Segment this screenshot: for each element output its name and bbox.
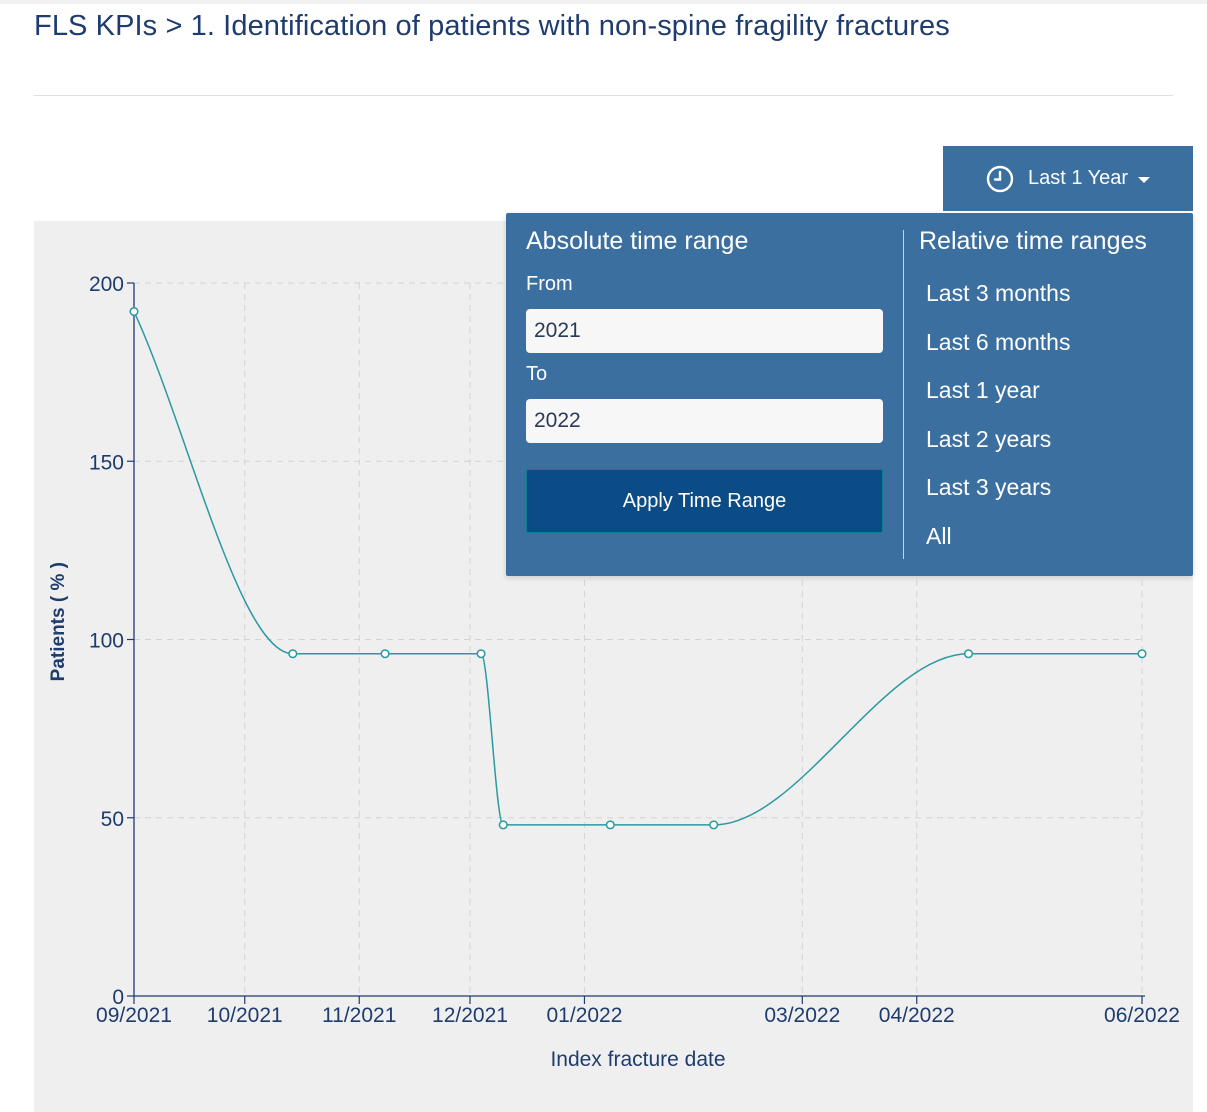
data-point [380,649,390,659]
x-tick-label: 04/2022 [879,1004,955,1027]
relative-option-last-1-year[interactable]: Last 1 year [926,377,1040,403]
y-axis-title: Patients ( % ) [48,562,69,681]
header-divider [34,95,1173,96]
time-range-label: Last 1 Year [1027,167,1129,189]
dropdown-divider [903,230,904,559]
line-chart: 0 50 100 150 200 09/2021 10/2021 11/2021 12/2021… [48,273,1180,1071]
absolute-range-heading: Absolute time range [526,227,749,255]
y-tick-label: 50 [101,808,124,831]
data-point [709,820,719,830]
to-label: To [526,363,548,385]
data-point [476,649,486,659]
from-label: From [526,273,573,295]
y-tick-label: 0 [112,986,124,1009]
data-point [288,649,298,659]
from-input[interactable] [526,309,883,353]
clock-icon [986,165,1014,193]
time-range-dropdown: Absolute time range From To Apply Time R… [506,213,1193,576]
x-tick-label: 09/2021 [96,1004,172,1027]
relative-option-last-3-years[interactable]: Last 3 years [926,474,1052,500]
apply-time-range-button[interactable]: Apply Time Range [526,469,883,533]
relative-option-last-2-years[interactable]: Last 2 years [926,425,1052,452]
data-point [1137,649,1147,659]
caret-down-icon [1138,176,1151,183]
relative-ranges-heading: Relative time ranges [919,227,1147,255]
x-tick-label: 10/2021 [207,1004,283,1027]
data-point [605,820,615,830]
y-tick-label: 150 [89,451,124,474]
y-tick-label: 200 [89,273,124,296]
time-range-button[interactable]: Last 1 Year [943,146,1193,211]
relative-option-last-6-months[interactable]: Last 6 months [926,328,1071,355]
to-input[interactable] [526,399,883,443]
x-tick-label: 03/2022 [764,1004,840,1027]
data-point [129,306,139,317]
x-tick-label: 12/2021 [432,1004,508,1027]
y-tick-label: 100 [89,630,124,653]
data-point [963,649,974,659]
x-axis-title: Index fracture date [550,1048,725,1071]
x-tick-label: 01/2022 [547,1004,623,1027]
x-tick-label: 11/2021 [322,1004,396,1027]
relative-option-all[interactable]: All [926,522,952,549]
page-title: FLS KPIs > 1. Identification of patients… [34,10,950,42]
top-border [0,0,1207,4]
relative-option-last-3-months[interactable]: Last 3 months [926,280,1071,306]
data-point [498,820,508,830]
relative-range-list: Last 3 months Last 6 months Last 1 year … [926,277,1070,568]
x-tick-label: 06/2022 [1104,1004,1180,1027]
